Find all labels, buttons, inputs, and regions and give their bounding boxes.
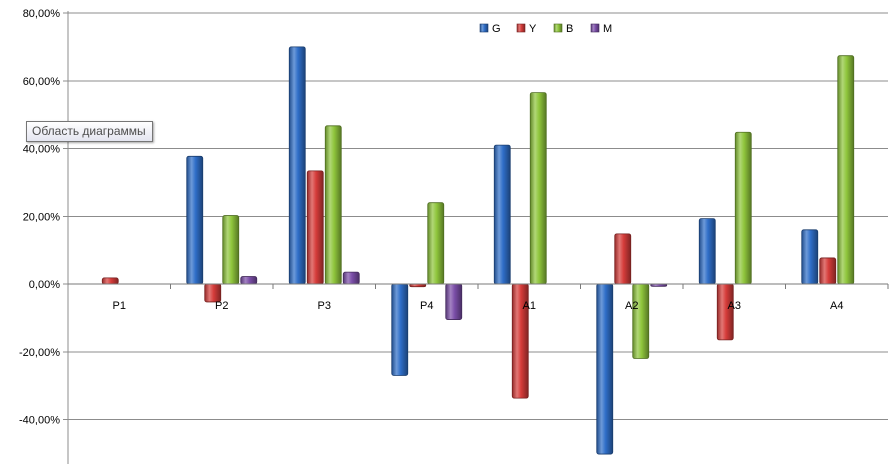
bar-y-p1[interactable] (101, 277, 119, 285)
bar-g-a4[interactable] (801, 229, 819, 285)
bar-m-p4[interactable] (445, 283, 463, 320)
legend-swatch-g[interactable] (479, 23, 489, 33)
bar-b-p3[interactable] (324, 125, 342, 285)
y-tick-label: 80,00% (23, 8, 61, 20)
category-label: A3 (728, 300, 741, 312)
bar-m-p3[interactable] (342, 271, 360, 285)
category-label: P3 (318, 300, 331, 312)
legend-label-b[interactable]: B (566, 23, 573, 35)
bar-g-p4[interactable] (391, 283, 409, 376)
category-label: A2 (625, 300, 638, 312)
category-label: A1 (523, 300, 536, 312)
labels: -40,00% -20,00% 0,00% 20,00% 40,00% 60,00% 80,… (19, 8, 843, 427)
legend-label-y[interactable]: Y (529, 23, 537, 35)
bar-y-a4[interactable] (819, 257, 837, 285)
y-tick-label: 60,00% (23, 76, 61, 88)
category-label: P2 (215, 300, 228, 312)
category-label: A4 (830, 300, 843, 312)
bar-y-a2[interactable] (614, 233, 632, 285)
bar-b-p2[interactable] (222, 215, 240, 285)
bar-g-a1[interactable] (493, 144, 511, 285)
bars (101, 46, 855, 455)
y-tick-label: -40,00% (19, 415, 60, 427)
bar-b-a3[interactable] (734, 131, 752, 285)
legend-swatch-m[interactable] (590, 23, 600, 33)
category-label: P1 (113, 300, 126, 312)
bar-m-p2[interactable] (240, 276, 258, 285)
bar-b-a2[interactable] (632, 283, 650, 359)
chart-area-tooltip: Область диаграммы (26, 121, 153, 142)
bar-y-p3[interactable] (306, 170, 324, 285)
legend-label-m[interactable]: M (603, 23, 612, 35)
y-tick-label: 0,00% (29, 279, 60, 291)
bar-g-p2[interactable] (186, 155, 204, 285)
legend-label-g[interactable]: G (492, 23, 501, 35)
bar-b-a4[interactable] (837, 55, 855, 285)
bar-g-p3[interactable] (288, 46, 306, 285)
bar-b-p4[interactable] (427, 202, 445, 285)
axes (63, 11, 889, 464)
y-tick-label: -20,00% (19, 347, 60, 359)
y-tick-label: 20,00% (23, 211, 61, 223)
bar-g-a2[interactable] (596, 283, 614, 455)
category-label: P4 (420, 300, 433, 312)
legend-swatch-b[interactable] (553, 23, 563, 33)
legend-swatch-y[interactable] (516, 23, 526, 33)
bar-g-a3[interactable] (698, 218, 716, 285)
y-tick-label: 40,00% (23, 144, 61, 156)
bar-b-a1[interactable] (529, 92, 547, 285)
